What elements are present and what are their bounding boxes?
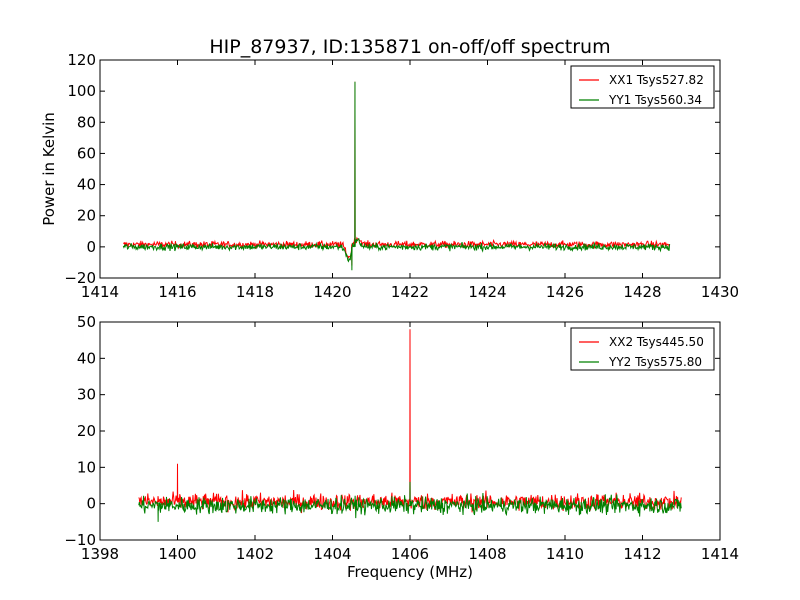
- legend-label: YY2 Tsys575.80: [608, 355, 702, 369]
- x-tick-label: 1410: [546, 545, 584, 563]
- x-tick-label: 1404: [313, 545, 351, 563]
- y-tick-label: 120: [67, 51, 96, 69]
- y-tick-label: 0: [86, 495, 96, 513]
- legend-box: [570, 327, 715, 371]
- y-tick-label: 60: [77, 144, 96, 162]
- top-ylabel: Power in Kelvin: [40, 112, 58, 226]
- chart-title: HIP_87937, ID:135871 on-off/off spectrum: [209, 36, 610, 58]
- series-line-1: [138, 481, 682, 522]
- x-tick-label: 1402: [236, 545, 274, 563]
- x-tick-label: 1400: [158, 545, 196, 563]
- x-tick-label: 1416: [158, 283, 196, 301]
- top-subplot: 1414 1416 1418 1420 1422 1424 1426 1428 1430 −20 0…: [64, 51, 739, 301]
- y-tick-label: 30: [77, 386, 96, 404]
- y-tick-label: −20: [64, 269, 96, 287]
- x-tick-label: 1406: [391, 545, 429, 563]
- legend-label: XX2 Tsys445.50: [609, 335, 704, 349]
- bottom-subplot: 1398 1400 1402 1404 1406 1408 1410 1412 1414 −10 0…: [64, 313, 739, 563]
- y-tick-label: 100: [67, 82, 96, 100]
- series-line-1: [122, 81, 671, 271]
- y-tick-label: −10: [64, 531, 96, 549]
- y-tick-label: 20: [77, 207, 96, 225]
- x-tick-label: 1430: [701, 283, 739, 301]
- x-tick-label: 1420: [313, 283, 351, 301]
- x-tick-label: 1422: [391, 283, 429, 301]
- legend-label: XX1 Tsys527.82: [609, 73, 704, 87]
- x-tick-label: 1412: [623, 545, 661, 563]
- bottom-xlabel: Frequency (MHz): [347, 563, 473, 581]
- y-tick-label: 0: [86, 238, 96, 256]
- y-tick-label: 20: [77, 422, 96, 440]
- x-tick-label: 1428: [623, 283, 661, 301]
- legend-box: [570, 65, 715, 109]
- x-tick-label: 1424: [468, 283, 506, 301]
- x-tick-label: 1408: [468, 545, 506, 563]
- legend: XX2 Tsys445.50 YY2 Tsys575.80: [570, 327, 715, 371]
- y-tick-label: 10: [77, 458, 96, 476]
- y-tick-label: 50: [77, 313, 96, 331]
- x-tick-label: 1414: [701, 545, 739, 563]
- series-group: [138, 329, 682, 522]
- x-tick-label: 1426: [546, 283, 584, 301]
- x-tick-label: 1398: [81, 545, 119, 563]
- legend-label: YY1 Tsys560.34: [608, 93, 702, 107]
- series-group: [122, 81, 671, 271]
- legend: XX1 Tsys527.82 YY1 Tsys560.34: [570, 65, 715, 109]
- y-tick-label: 40: [77, 176, 96, 194]
- x-tick-label: 1414: [81, 283, 119, 301]
- y-tick-label: 80: [77, 113, 96, 131]
- y-tick-label: 40: [77, 349, 96, 367]
- x-tick-label: 1418: [236, 283, 274, 301]
